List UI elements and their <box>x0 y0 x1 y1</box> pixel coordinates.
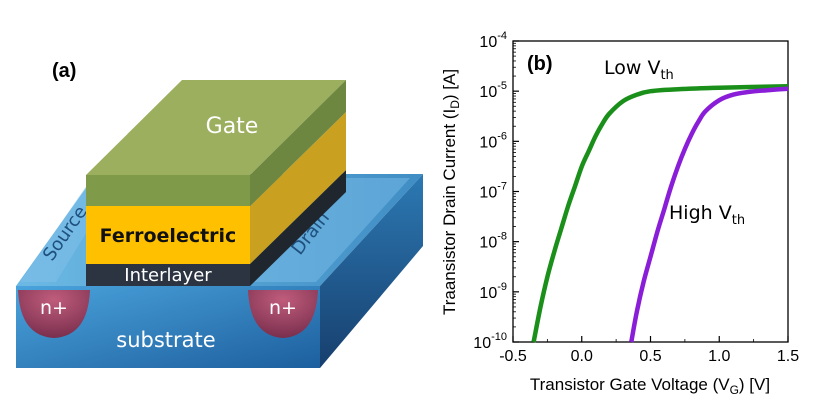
y-tick-label: 10-4 <box>479 30 507 51</box>
x-axis-title: Transistor Gate Voltage (VG) [V] <box>530 375 770 397</box>
ferroelectric-label: Ferroelectric <box>100 225 237 247</box>
x-tick-label: -0.5 <box>499 348 527 365</box>
substrate-label: substrate <box>116 328 215 352</box>
annotation-high-vth: High Vth <box>669 202 745 228</box>
interlayer-side <box>250 170 346 286</box>
n-plus-left-label: n+ <box>40 297 68 319</box>
n-plus-left <box>18 290 90 338</box>
drain-region <box>252 178 410 282</box>
x-tick-label: 0.5 <box>639 348 661 365</box>
interlayer-label: Interlayer <box>124 265 212 286</box>
y-tick-label: 10-7 <box>479 181 507 202</box>
series-layer <box>531 83 789 343</box>
interlayer-front <box>86 264 250 286</box>
y-tick-label: 10-6 <box>479 130 507 151</box>
ferroelectric-front <box>86 206 250 264</box>
n-plus-right-label: n+ <box>269 297 297 319</box>
substrate-front-face <box>16 286 320 368</box>
panel-b-label: (b) <box>527 53 553 75</box>
series-low-vth-line <box>531 83 789 343</box>
ferroelectric-side <box>250 112 346 264</box>
series-high-vth-line <box>629 86 789 343</box>
y-axis-title: Traansistor Drain Current (ID) [A] <box>440 69 462 315</box>
x-tick-label: 0.0 <box>571 348 593 365</box>
x-tick-label: 1.0 <box>708 348 730 365</box>
device-schematic: (a) Source Drain n+ n+ substrate Interla… <box>16 60 423 368</box>
y-tick-label: 10-5 <box>479 80 507 101</box>
gate-top <box>86 80 346 175</box>
annotation-low-vth: Low Vth <box>604 57 674 83</box>
y-tick-label: 10-9 <box>479 281 507 302</box>
y-axis-ticks: 10-10 10-9 10-8 10-7 10-6 10-5 10-4 <box>473 30 519 352</box>
y-tick-label: 10-10 <box>473 331 507 352</box>
gate-label: Gate <box>206 114 259 139</box>
x-axis-ticks: -0.5 0.0 0.5 1.0 1.5 <box>499 336 799 365</box>
gate-front <box>86 175 250 206</box>
n-plus-right <box>248 290 318 338</box>
x-tick-label: 1.5 <box>777 348 799 365</box>
gate-side <box>250 80 346 206</box>
y-tick-label: 10-8 <box>479 231 507 252</box>
id-vg-chart: 10-10 10-9 10-8 10-7 10-6 10-5 10-4 -0.5 0.0 0.5… <box>440 30 799 397</box>
substrate-side-face <box>320 174 423 368</box>
panel-a-label: (a) <box>52 60 76 82</box>
